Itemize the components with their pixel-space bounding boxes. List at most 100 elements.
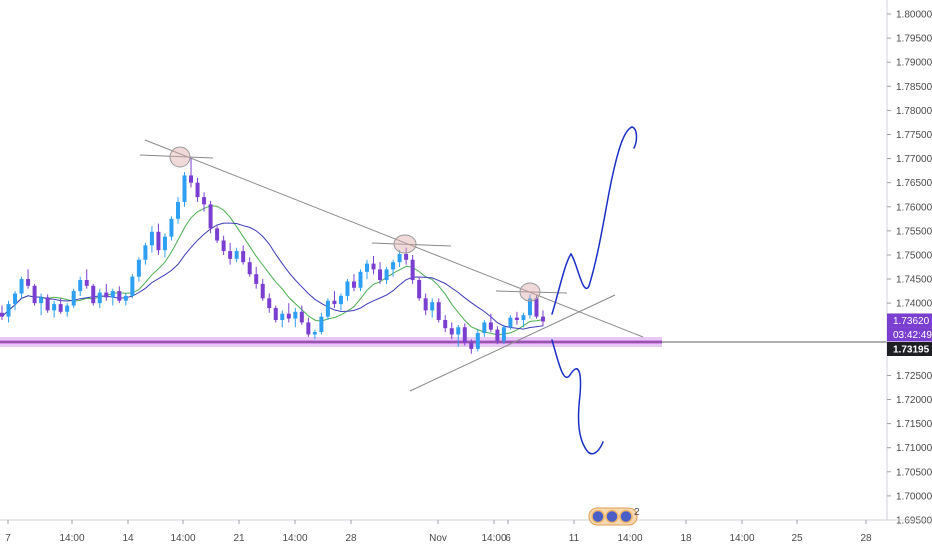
peak-marker-line-3 xyxy=(495,290,568,294)
price-tick-label: 1.77500 xyxy=(896,130,932,141)
time-axis[interactable]: 7 14:00 14 14:00 21 14:00 28 Nov 14:006 11 14:00 18… xyxy=(0,519,932,544)
candle-up xyxy=(143,245,148,260)
peak-circle-2 xyxy=(393,234,417,254)
candle-down xyxy=(541,316,545,322)
candle-down xyxy=(306,322,311,335)
ideas-badge[interactable]: 2 xyxy=(588,507,640,526)
time-tick-label: Nov xyxy=(429,533,447,544)
candle-down xyxy=(156,231,161,251)
bearish-scenario-path xyxy=(551,339,604,455)
support-price-tag xyxy=(887,342,932,356)
candle-up xyxy=(136,259,141,277)
price-tick-label: 1.77000 xyxy=(896,154,932,165)
price-tick-label: 1.70500 xyxy=(896,467,932,478)
price-tick-label: 1.74500 xyxy=(896,275,932,286)
candle-up xyxy=(430,302,435,311)
candle-down xyxy=(462,327,467,343)
ideas-count: 2 xyxy=(634,507,640,518)
candle-down xyxy=(371,263,376,270)
candle-down xyxy=(273,307,278,321)
candle-up xyxy=(182,175,187,202)
candle-down xyxy=(104,292,109,298)
candle-down xyxy=(404,253,409,260)
candle-up xyxy=(358,271,363,288)
time-tick-label: 21 xyxy=(233,533,245,544)
price-tick-label: 1.72000 xyxy=(896,395,932,406)
candle-down xyxy=(32,285,37,304)
bullish-scenario-path xyxy=(551,126,638,315)
time-tick-label: 28 xyxy=(860,533,872,544)
peak-circle-3 xyxy=(519,282,541,302)
time-tick-label: 14:00 xyxy=(729,533,754,544)
time-tick-label: 25 xyxy=(791,533,803,544)
ascending-trendline xyxy=(409,294,616,392)
candle-down xyxy=(202,197,207,205)
candle-up xyxy=(52,304,57,311)
candle-down xyxy=(221,240,226,252)
time-tick-label: 14:00 xyxy=(481,533,506,544)
descending-trendline xyxy=(144,139,644,338)
candle-up xyxy=(110,291,115,298)
candle-up xyxy=(169,218,174,237)
candle-down xyxy=(495,329,500,341)
current-price-tag xyxy=(887,313,932,328)
candle-up xyxy=(19,279,24,294)
avatar-icon xyxy=(619,509,633,524)
candle-up xyxy=(475,333,480,349)
candle-down xyxy=(195,182,200,198)
price-tick-label: 1.78000 xyxy=(896,106,932,117)
candle-down xyxy=(84,280,89,286)
candle-up xyxy=(391,262,396,270)
price-tick-label: 1.79000 xyxy=(896,58,932,69)
candle-up xyxy=(149,231,154,246)
candle-up xyxy=(508,317,513,328)
candle-up xyxy=(97,292,102,304)
time-tick-label: 14:00 xyxy=(282,533,307,544)
candle-down xyxy=(267,298,272,308)
candle-up xyxy=(365,263,370,272)
current-price-value: 1.73620 xyxy=(893,316,930,327)
support-price-value: 1.73195 xyxy=(893,345,930,356)
candle-down xyxy=(332,300,337,305)
support-zone xyxy=(0,337,887,347)
avatar-icon xyxy=(591,509,605,524)
candle-down xyxy=(534,298,539,317)
time-tick-label: 14:00 xyxy=(170,533,195,544)
candle-up xyxy=(123,295,128,301)
time-tick-label: 11 xyxy=(569,533,580,544)
candle-up xyxy=(345,281,350,296)
candle-up xyxy=(397,253,402,263)
price-axis[interactable]: 1.80000 1.79500 1.79000 1.78500 1.78000 1.775… xyxy=(886,0,932,527)
peak-marker-line-2 xyxy=(371,242,452,247)
candle-down xyxy=(254,274,259,284)
price-tick-label: 1.72500 xyxy=(896,371,932,382)
time-tick-label: 7 xyxy=(5,533,11,544)
price-tick-label: 1.70000 xyxy=(896,491,932,502)
countdown-tag xyxy=(887,327,932,342)
candle-up xyxy=(527,298,532,316)
time-tick-label: 14 xyxy=(122,533,134,544)
candle-down xyxy=(423,298,428,311)
price-tick-label: 1.75000 xyxy=(896,250,932,261)
time-tick-label: 6 xyxy=(505,533,511,544)
candle-up xyxy=(13,293,18,305)
candle-up xyxy=(65,305,70,312)
candle-down xyxy=(514,317,519,321)
candle-up xyxy=(456,327,461,335)
avatar-icon xyxy=(605,509,619,524)
candle-down xyxy=(58,304,63,312)
candle-down xyxy=(91,285,96,304)
price-tick-label: 1.71500 xyxy=(896,419,932,430)
trendline-drawings xyxy=(139,126,644,455)
candle-down xyxy=(241,251,246,263)
candle-down xyxy=(351,281,356,288)
candle-up xyxy=(71,291,76,306)
price-tick-label: 1.79500 xyxy=(896,34,932,45)
candle-up xyxy=(6,304,11,317)
candle-up xyxy=(175,201,180,219)
candle-up xyxy=(234,251,239,259)
price-tick-label: 1.76500 xyxy=(896,178,932,189)
candle-down xyxy=(286,313,291,319)
